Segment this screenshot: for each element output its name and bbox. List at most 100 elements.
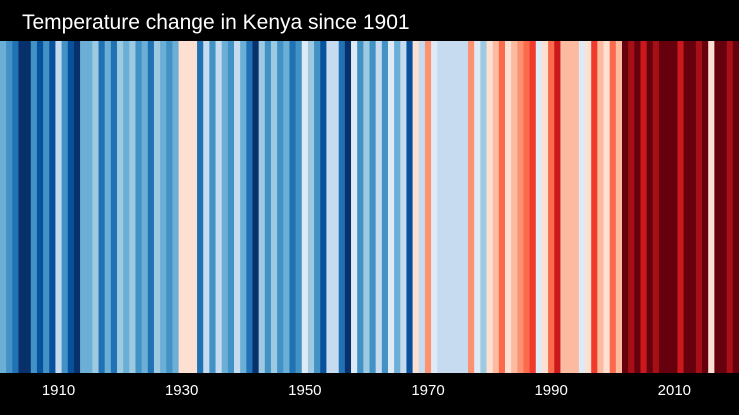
stripe-1936 — [215, 41, 223, 373]
stripe-1911 — [61, 41, 69, 373]
stripe-2008 — [658, 41, 666, 373]
stripe-1941 — [246, 41, 254, 373]
stripe-1987 — [529, 41, 537, 373]
stripe-1994 — [572, 41, 580, 373]
stripe-1934 — [203, 41, 210, 373]
stripe-2005 — [640, 41, 648, 373]
stripe-1925 — [147, 41, 155, 373]
stripe-1980 — [486, 41, 494, 373]
stripe-1973 — [443, 41, 451, 373]
stripe-1990 — [548, 41, 555, 373]
x-tick-label: 1930 — [164, 382, 199, 399]
stripe-1967 — [406, 41, 414, 373]
x-tick-label: 1970 — [411, 382, 445, 399]
stripe-1971 — [431, 41, 438, 373]
stripe-1977 — [468, 41, 475, 373]
stripes-plot — [0, 41, 739, 373]
stripe-1937 — [221, 41, 229, 373]
stripe-1963 — [381, 41, 389, 373]
stripe-1968 — [412, 41, 420, 373]
stripe-1928 — [166, 41, 174, 373]
stripe-1951 — [307, 41, 315, 373]
stripe-1904 — [18, 41, 26, 373]
stripe-1965 — [394, 41, 401, 373]
stripe-1948 — [289, 41, 297, 373]
stripe-2015 — [702, 41, 709, 373]
stripe-1902 — [6, 41, 13, 373]
stripe-1924 — [141, 41, 149, 373]
stripe-1920 — [117, 41, 124, 373]
stripe-1993 — [566, 41, 574, 373]
stripe-1918 — [104, 41, 112, 373]
stripe-2016 — [708, 41, 715, 373]
chart-title: Temperature change in Kenya since 1901 — [22, 11, 410, 34]
stripe-1906 — [30, 41, 38, 373]
stripe-1952 — [314, 41, 321, 373]
stripe-2004 — [634, 41, 642, 373]
stripe-1945 — [270, 41, 278, 373]
stripe-1956 — [338, 41, 346, 373]
x-tick-label: 1990 — [534, 382, 568, 399]
stripe-2014 — [695, 41, 703, 373]
stripe-1954 — [326, 41, 334, 373]
stripe-1995 — [578, 41, 586, 373]
stripe-1923 — [135, 41, 143, 373]
stripe-2020 — [732, 41, 739, 373]
stripe-1988 — [535, 41, 543, 373]
stripe-1950 — [301, 41, 309, 373]
stripe-1926 — [153, 41, 161, 373]
stripe-1917 — [98, 41, 106, 373]
stripe-2001 — [615, 41, 623, 373]
stripe-2003 — [628, 41, 635, 373]
stripe-1903 — [12, 41, 20, 373]
stripe-1985 — [517, 41, 525, 373]
stripe-1921 — [123, 41, 130, 373]
stripe-1984 — [511, 41, 518, 373]
stripe-1989 — [541, 41, 549, 373]
stripe-1969 — [418, 41, 426, 373]
stripe-1986 — [523, 41, 531, 373]
stripe-1966 — [400, 41, 408, 373]
stripe-1949 — [295, 41, 303, 373]
stripe-1981 — [492, 41, 500, 373]
stripe-1930 — [178, 41, 186, 373]
stripe-1943 — [258, 41, 266, 373]
stripe-1919 — [110, 41, 118, 373]
stripe-1983 — [504, 41, 512, 373]
stripe-1905 — [24, 41, 32, 373]
stripe-1931 — [184, 41, 192, 373]
stripe-1982 — [498, 41, 506, 373]
stripe-1992 — [560, 41, 568, 373]
stripe-1991 — [554, 41, 562, 373]
stripe-2000 — [609, 41, 617, 373]
stripe-1916 — [92, 41, 100, 373]
stripe-2018 — [720, 41, 728, 373]
stripe-1999 — [603, 41, 611, 373]
stripe-2011 — [677, 41, 685, 373]
stripe-2007 — [652, 41, 660, 373]
stripe-1959 — [357, 41, 364, 373]
stripe-1915 — [86, 41, 93, 373]
stripe-1953 — [320, 41, 327, 373]
stripe-1922 — [129, 41, 137, 373]
x-tick-label: 2010 — [657, 382, 692, 399]
stripe-2009 — [665, 41, 672, 373]
stripe-1935 — [209, 41, 217, 373]
stripe-1907 — [36, 41, 44, 373]
stripe-1970 — [424, 41, 432, 373]
stripe-1909 — [49, 41, 57, 373]
stripe-1998 — [597, 41, 605, 373]
stripe-1938 — [227, 41, 235, 373]
stripe-2017 — [714, 41, 722, 373]
stripe-1942 — [252, 41, 260, 373]
stripe-1944 — [264, 41, 272, 373]
stripe-1972 — [437, 41, 444, 373]
stripe-1913 — [73, 41, 81, 373]
stripe-1960 — [363, 41, 371, 373]
stripe-1978 — [474, 41, 481, 373]
stripe-1979 — [480, 41, 488, 373]
stripe-1914 — [80, 41, 87, 373]
stripe-2019 — [726, 41, 734, 373]
stripe-1976 — [461, 41, 469, 373]
x-axis: 1910 1930 1950 1970 1990 2010 — [0, 373, 739, 415]
